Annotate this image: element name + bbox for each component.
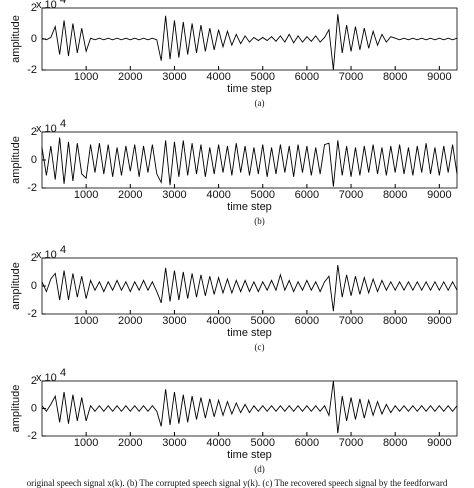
x-tick-label: 4000 [206, 315, 230, 327]
x-tick-label: 4000 [206, 189, 230, 201]
y-multiplier: x 10 [36, 123, 57, 135]
x-tick-label: 8000 [383, 189, 407, 201]
y-multiplier: x 10 [36, 0, 57, 11]
y-tick-label: -2 [27, 308, 37, 320]
y-tick-label: -2 [27, 64, 37, 76]
x-tick-label: 7000 [339, 437, 363, 449]
y-multiplier: x 10 [36, 249, 57, 261]
x-axis-label: time step [227, 449, 272, 461]
x-tick-label: 3000 [162, 71, 186, 83]
plot-frame [41, 257, 458, 315]
panel-label: (c) [255, 342, 265, 352]
plot-frame [41, 7, 458, 71]
y-multiplier-exponent: 4 [60, 244, 66, 256]
x-tick-label: 4000 [206, 71, 230, 83]
x-tick-label: 8000 [383, 315, 407, 327]
plot-frame [41, 380, 458, 437]
y-axis-label: amplitude [10, 385, 22, 433]
x-tick-label: 5000 [251, 315, 275, 327]
plot-frame [41, 131, 458, 189]
waveform [41, 137, 458, 187]
x-tick-label: 5000 [251, 189, 275, 201]
x-tick-label: 2000 [118, 315, 142, 327]
x-tick-label: 3000 [162, 189, 186, 201]
x-tick-label: 1000 [74, 71, 98, 83]
y-tick-label: 2 [31, 126, 37, 138]
y-tick-label: 0 [31, 154, 37, 166]
x-axis-label: time step [227, 83, 272, 95]
panel-label: (d) [254, 464, 265, 474]
x-tick-label: 1000 [74, 315, 98, 327]
x-tick-label: 1000 [74, 189, 98, 201]
x-tick-label: 9000 [427, 71, 451, 83]
x-tick-label: 9000 [427, 437, 451, 449]
y-multiplier: x 10 [36, 372, 57, 384]
y-tick-label: -2 [27, 430, 37, 442]
x-tick-label: 5000 [251, 71, 275, 83]
x-tick-label: 2000 [118, 189, 142, 201]
x-tick-label: 2000 [118, 437, 142, 449]
y-multiplier-exponent: 4 [60, 367, 66, 379]
x-tick-label: 9000 [427, 315, 451, 327]
x-tick-label: 6000 [295, 189, 319, 201]
y-axis-label: amplitude [10, 15, 22, 63]
y-tick-label: 0 [31, 402, 37, 414]
y-tick-label: 2 [31, 252, 37, 264]
y-tick-label: 0 [31, 33, 37, 45]
x-tick-label: 1000 [74, 437, 98, 449]
x-tick-label: 2000 [118, 71, 142, 83]
x-tick-label: 7000 [339, 315, 363, 327]
x-tick-label: 6000 [295, 315, 319, 327]
x-tick-label: 6000 [295, 71, 319, 83]
y-multiplier-exponent: 4 [60, 118, 66, 130]
x-tick-label: 7000 [339, 189, 363, 201]
x-tick-label: 3000 [162, 315, 186, 327]
y-tick-label: -2 [27, 182, 37, 194]
x-axis-label: time step [227, 327, 272, 339]
x-tick-label: 9000 [427, 189, 451, 201]
y-multiplier-exponent: 4 [60, 0, 66, 6]
x-tick-label: 8000 [383, 71, 407, 83]
caption: original speech signal x(k). (b) The cor… [27, 478, 448, 488]
y-axis-label: amplitude [10, 136, 22, 184]
x-tick-label: 7000 [339, 71, 363, 83]
x-tick-label: 4000 [206, 437, 230, 449]
x-tick-label: 5000 [251, 437, 275, 449]
y-tick-label: 2 [31, 375, 37, 387]
panel-label: (b) [254, 216, 265, 226]
y-tick-label: 2 [31, 2, 37, 14]
y-tick-label: 0 [31, 280, 37, 292]
x-tick-label: 8000 [383, 437, 407, 449]
panel-label: (a) [255, 98, 265, 108]
x-tick-label: 6000 [295, 437, 319, 449]
x-axis-label: time step [227, 201, 272, 213]
y-axis-label: amplitude [10, 262, 22, 310]
x-tick-label: 3000 [162, 437, 186, 449]
waveform [41, 14, 458, 71]
waveform [41, 264, 458, 312]
waveform [41, 380, 458, 434]
